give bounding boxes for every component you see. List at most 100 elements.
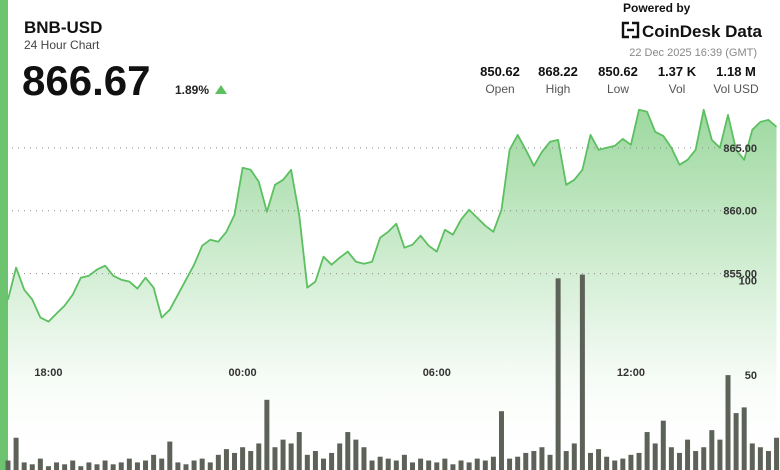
volume-bar [110, 464, 116, 470]
stat-value: 850.62 [598, 64, 638, 79]
volume-bar [733, 413, 739, 470]
powered-by: Powered by [623, 1, 691, 15]
volume-bar [21, 462, 27, 470]
volume-bar [272, 447, 278, 470]
volume-bar [199, 458, 205, 470]
volume-bar [725, 375, 731, 470]
x-tick-label: 00:00 [229, 367, 257, 379]
accent-bar [0, 0, 8, 470]
volume-bar [531, 451, 537, 470]
volume-bar [709, 430, 715, 470]
stat-label: High [546, 82, 571, 96]
volume-bar [54, 462, 60, 470]
volume-bar [5, 460, 11, 470]
volume-bar [652, 443, 658, 470]
volume-bar [37, 458, 43, 470]
volume-bar [232, 452, 238, 470]
stat-label: Vol [669, 82, 686, 96]
volume-bar [248, 451, 254, 470]
volume-bar [256, 443, 262, 470]
volume-bar [515, 456, 521, 470]
plot: 855.00 860.00 865.00 50 100 18:00 00:00 06:00 12… [5, 108, 780, 470]
volume-bar [466, 462, 472, 470]
volume-bar [693, 451, 699, 470]
stat-value: 1.37 K [658, 64, 697, 79]
volume-bar [215, 454, 221, 470]
volume-bar [701, 447, 707, 470]
volume-bar [337, 443, 343, 470]
volume-bar [62, 464, 68, 470]
timestamp: 22 Dec 2025 16:39 (GMT) [629, 47, 757, 59]
x-tick-label: 18:00 [34, 367, 62, 379]
brand: CoinDesk Data [642, 22, 763, 41]
volume-bar [523, 452, 529, 470]
volume-bar [555, 278, 561, 470]
stat-label: Vol USD [713, 82, 759, 96]
volume-bar [765, 451, 771, 470]
change: 1.89% [175, 83, 209, 97]
y-tick-label: 855.00 [723, 269, 757, 281]
volume-bar [628, 454, 634, 470]
stat-label: Low [607, 82, 629, 96]
volume-bar [596, 449, 602, 470]
volume-bar [644, 432, 650, 470]
price-line [7, 108, 778, 323]
volume-bar [410, 462, 415, 470]
x-tick-label: 06:00 [423, 367, 451, 379]
stat-value: 868.22 [538, 64, 578, 79]
volume-bar [191, 460, 197, 470]
volume-bar [296, 432, 302, 470]
volume-bar [490, 456, 496, 470]
volume-bar [312, 451, 318, 470]
volume-bar [175, 462, 181, 470]
volume-bar [126, 458, 132, 470]
volume-bar [385, 458, 391, 470]
stat-value: 1.18 M [716, 64, 756, 79]
stat-value: 850.62 [480, 64, 520, 79]
volume-bar [482, 460, 488, 470]
volume-bar [353, 439, 359, 470]
volume-bar [539, 447, 545, 470]
y2-tick-label: 100 [739, 275, 757, 287]
volume-bar [240, 447, 246, 470]
volume-bar [345, 432, 351, 470]
stat-label: Open [485, 82, 514, 96]
volume-bar [159, 458, 165, 470]
volume-bar [321, 458, 327, 470]
volume-bar [507, 458, 513, 470]
brand-logo [621, 21, 640, 39]
volume-bar [717, 439, 723, 470]
volume-bar [207, 462, 213, 470]
volume-bar [474, 458, 480, 470]
volume-bar [393, 460, 399, 470]
volume-bar [45, 466, 51, 470]
volume-bar [434, 462, 440, 470]
volume-bar [458, 460, 464, 470]
volume-bar [118, 462, 124, 470]
volume-bar [134, 462, 140, 470]
volume-bar [183, 464, 189, 470]
x-tick-label: 12:00 [617, 367, 645, 379]
volume-bar [563, 451, 569, 470]
volume-bar [280, 439, 286, 470]
volume-bar [426, 460, 432, 470]
volume-bar [329, 452, 335, 470]
volume-bar [685, 439, 691, 470]
volume-bar [442, 458, 448, 470]
y-tick-label: 860.00 [723, 206, 757, 218]
volume-bar [450, 464, 456, 470]
volume-bar [757, 447, 763, 470]
volume-bar [676, 452, 682, 470]
title: BNB-USD [24, 18, 102, 37]
volume-bar [78, 466, 84, 470]
volume-bar [620, 458, 626, 470]
y-tick-label: 865.00 [723, 143, 757, 155]
stats: 850.62 Open 868.22 High 850.62 Low 1.37 K Vol 1.… [480, 64, 759, 96]
volume-bar [498, 411, 504, 470]
volume-bar [29, 464, 35, 470]
volume-bar [377, 456, 383, 470]
volume-bar [418, 458, 424, 470]
price: 866.67 [22, 57, 150, 104]
volume-bar [70, 460, 76, 470]
